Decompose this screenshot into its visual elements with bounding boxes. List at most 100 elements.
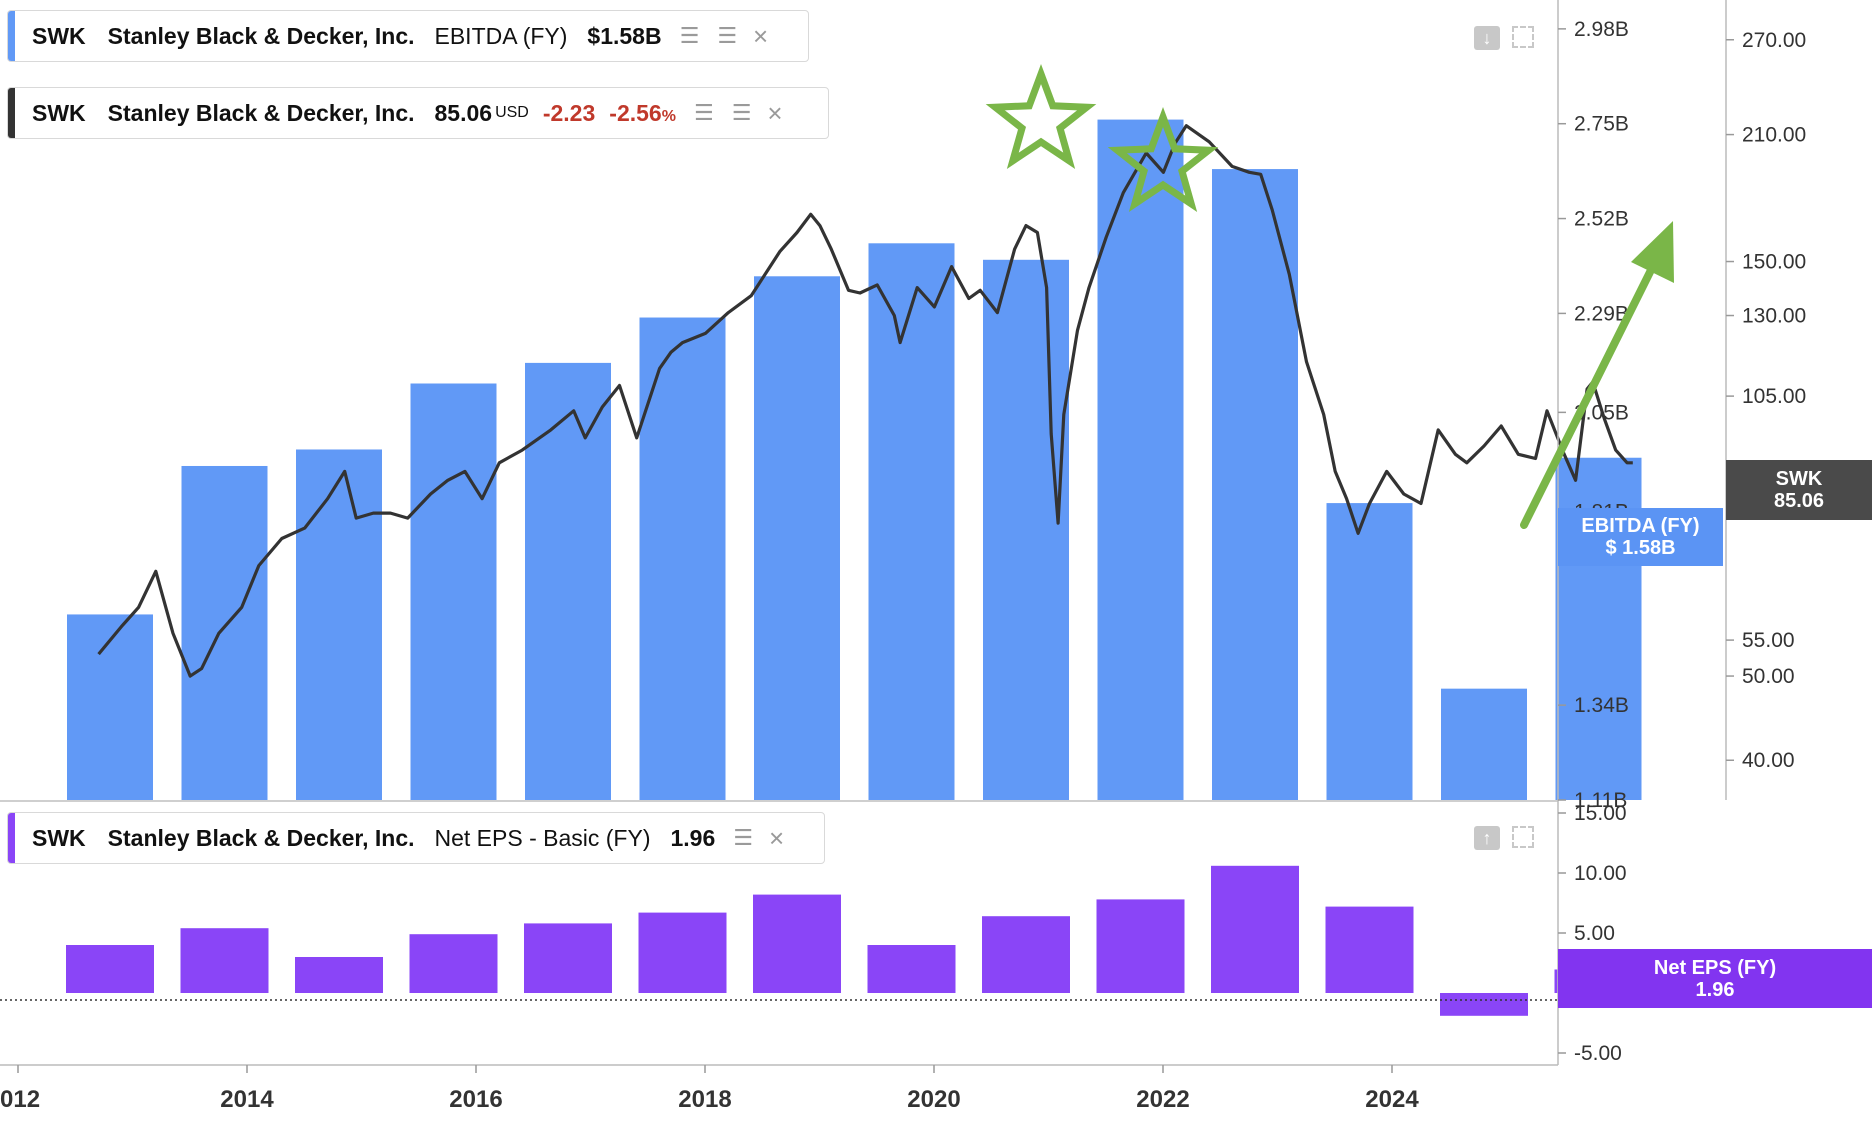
ebitda-bar	[181, 465, 268, 800]
legend-indicator: Net EPS - Basic (FY)	[434, 824, 651, 851]
ebitda-bar	[525, 362, 611, 800]
eps-bar	[66, 945, 154, 993]
price-value-tag: SWK 85.06	[1726, 460, 1872, 520]
ebitda-bar	[1441, 688, 1527, 800]
price-tag-value: 85.06	[1773, 490, 1825, 512]
eps-bar	[638, 912, 727, 993]
fullscreen-icon[interactable]	[1512, 826, 1534, 848]
ebitda-tick-label: 1.11B	[1574, 789, 1627, 812]
ebitda-tick-label: 1.34B	[1574, 694, 1629, 717]
ebitda-tag-label: EBITDA (FY)	[1581, 515, 1700, 537]
eps-bar	[1096, 899, 1185, 993]
star-annotation	[985, 63, 1219, 212]
star-icon	[1107, 106, 1219, 212]
trend-arrow-annotation	[1520, 221, 1674, 529]
ebitda-bar	[868, 243, 955, 801]
legend-swatch	[8, 813, 15, 863]
ebitda-value-tag: EBITDA (FY) $ 1.58B	[1558, 508, 1723, 566]
x-tick-label: 2016	[449, 1086, 502, 1113]
add-layer-icon[interactable]: ☰	[679, 23, 700, 48]
eps-bar	[1211, 865, 1299, 993]
legend-currency: USD	[495, 104, 529, 121]
arrow-head-icon	[1631, 221, 1674, 283]
ebitda-bar-series	[67, 119, 1642, 801]
star-icon	[985, 63, 1097, 169]
x-tick-label: 2014	[220, 1086, 274, 1113]
x-tick-label: 2020	[907, 1086, 960, 1113]
eps-bar	[867, 945, 956, 993]
collapse-icon[interactable]: ↑	[1474, 826, 1500, 850]
close-icon[interactable]: ×	[767, 98, 783, 128]
ebitda-bar	[410, 383, 497, 800]
price-tick-label: 40.00	[1742, 749, 1795, 772]
x-tick-label: 2022	[1136, 1086, 1189, 1113]
eps-tick-label: 15.00	[1574, 802, 1627, 825]
fullscreen-icon[interactable]	[1512, 26, 1534, 48]
eps-tick-label: 10.00	[1574, 862, 1627, 885]
ebitda-tick-label: 2.29B	[1574, 302, 1629, 325]
price-tick-label: 105.00	[1742, 385, 1806, 408]
eps-bar	[180, 928, 269, 993]
legend-company-name: Stanley Black & Decker, Inc.	[107, 22, 415, 49]
legend-value: 1.96	[670, 824, 716, 851]
eps-tag-label: Net EPS (FY)	[1653, 956, 1777, 979]
eps-bar	[295, 957, 383, 993]
price-tick-label: 150.00	[1742, 251, 1806, 274]
ebitda-bar	[1097, 119, 1184, 800]
eps-bar	[409, 934, 498, 993]
price-tick-label: 50.00	[1742, 665, 1795, 688]
legend-ebitda[interactable]: SWK Stanley Black & Decker, Inc. EBITDA …	[7, 10, 809, 62]
legend-swatch	[8, 11, 15, 61]
ebitda-tick-label: 2.52B	[1574, 208, 1629, 231]
eps-value-tag: Net EPS (FY) 1.96	[1558, 949, 1872, 1008]
eps-tick-label: -5.00	[1574, 1042, 1622, 1065]
legend-symbol: SWK	[32, 99, 86, 126]
ebitda-bar	[296, 449, 382, 800]
layers-icon[interactable]: ☰	[731, 100, 752, 125]
ebitda-tick-label: 2.98B	[1574, 18, 1629, 41]
price-tick-label: 55.00	[1742, 629, 1795, 652]
x-tick-label: 2024	[1365, 1086, 1419, 1113]
ebitda-tick-label: 2.75B	[1574, 113, 1629, 136]
price-tick-label: 130.00	[1742, 305, 1806, 328]
price-line	[97, 124, 1633, 678]
legend-eps[interactable]: SWK Stanley Black & Decker, Inc. Net EPS…	[7, 812, 825, 864]
ebitda-bar	[754, 276, 840, 800]
legend-price-value: 85.06	[434, 99, 493, 126]
price-tick-label: 270.00	[1742, 29, 1806, 52]
layers-icon[interactable]: ☰	[733, 825, 753, 850]
legend-company-name: Stanley Black & Decker, Inc.	[107, 824, 415, 851]
x-tick-label: 2018	[678, 1086, 731, 1113]
eps-tick-label: 5.00	[1574, 922, 1615, 945]
download-icon[interactable]: ↓	[1474, 26, 1500, 50]
price-tick-label: 210.00	[1742, 124, 1806, 147]
ebitda-bar	[1212, 169, 1298, 801]
ebitda-tick-label: 2.05B	[1574, 401, 1629, 424]
eps-bar	[1325, 906, 1414, 993]
legend-symbol: SWK	[32, 824, 86, 851]
close-icon[interactable]: ×	[753, 21, 769, 51]
legend-company-name: Stanley Black & Decker, Inc.	[107, 99, 415, 126]
eps-bar	[524, 923, 612, 993]
eps-tag-value: 1.96	[1695, 978, 1735, 1001]
ebitda-bar	[639, 317, 726, 800]
eps-bar	[982, 916, 1070, 993]
eps-bar	[753, 894, 841, 993]
legend-price[interactable]: SWK Stanley Black & Decker, Inc. 85.06 U…	[7, 87, 829, 139]
eps-bar	[1440, 993, 1528, 1016]
ebitda-bar	[983, 259, 1069, 800]
price-tag-symbol: SWK	[1775, 468, 1823, 490]
ebitda-bar	[1326, 503, 1413, 800]
x-tick-label: 012	[0, 1086, 40, 1113]
layers-icon[interactable]: ☰	[717, 23, 738, 48]
legend-change-pct: -2.56%	[609, 99, 676, 126]
eps-bar-series	[66, 865, 1643, 1016]
ebitda-tag-value: $ 1.58B	[1605, 537, 1676, 559]
legend-value: $1.58B	[587, 22, 662, 49]
ebitda-bar	[67, 614, 153, 800]
legend-symbol: SWK	[32, 22, 86, 49]
add-layer-icon[interactable]: ☰	[693, 100, 714, 125]
close-icon[interactable]: ×	[768, 823, 785, 853]
legend-change: -2.23	[542, 99, 596, 126]
